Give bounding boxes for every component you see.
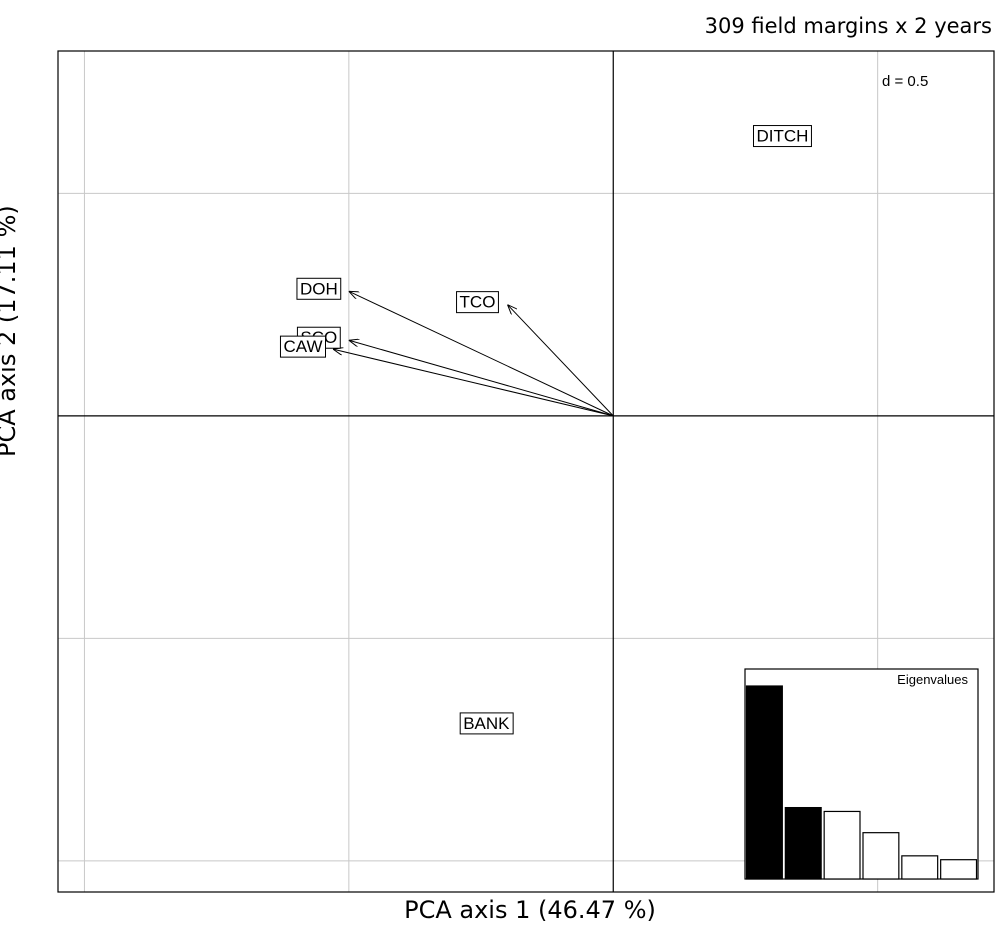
eigenvalue-bar [940, 859, 978, 880]
eigenvalue-title: Eigenvalues [897, 672, 968, 687]
eigenvalue-bar [784, 806, 822, 880]
point-label-bank: BANK [459, 712, 514, 735]
eigenvalue-bar [901, 855, 939, 880]
loading-label-tco-text: TCO [460, 293, 496, 312]
eigenvalue-inset [744, 668, 979, 880]
eigenvalue-bar [745, 685, 783, 880]
x-axis-label: PCA axis 1 (46.47 %) [404, 896, 656, 924]
point-label-ditch-text: DITCH [756, 127, 808, 146]
loading-label-tco: TCO [456, 291, 499, 314]
point-label-bank-text: BANK [463, 714, 510, 733]
loading-label-caw-box [279, 335, 326, 358]
loading-arrow-sco [349, 340, 614, 417]
loading-arrow-caw [333, 349, 614, 417]
point-label-bank-box [459, 712, 514, 735]
chart-title: 309 field margins x 2 years [704, 14, 992, 38]
grid-scale-label: d = 0.5 [882, 73, 928, 90]
loading-label-caw-text: CAW [283, 337, 322, 356]
point-label-ditch: DITCH [752, 125, 812, 148]
loading-arrow-doh [349, 291, 614, 417]
loading-arrow-tco [507, 305, 614, 417]
point-label-ditch-box [752, 125, 812, 148]
loading-label-doh-text: DOH [300, 279, 338, 298]
eigenvalue-bar [862, 832, 900, 880]
loading-label-tco-box [456, 291, 499, 314]
loading-label-doh: DOH [296, 277, 342, 300]
loading-label-doh-box [296, 277, 342, 300]
y-axis-label: PCA axis 2 (17.11 %) [0, 205, 21, 457]
eigenvalue-bar [823, 810, 861, 880]
plot-frame [57, 50, 995, 893]
loading-label-caw: CAW [279, 335, 326, 358]
